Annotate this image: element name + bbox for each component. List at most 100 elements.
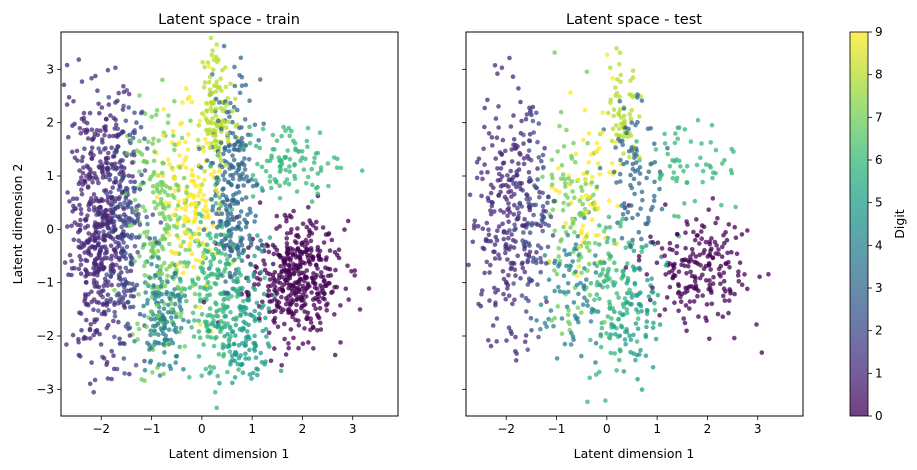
scatter-point [717, 271, 722, 277]
scatter-point [329, 237, 335, 243]
scatter-point [619, 276, 624, 281]
scatter-point [173, 325, 179, 331]
scatter-point [119, 224, 124, 230]
scatter-point [111, 180, 117, 185]
scatter-point [230, 176, 236, 182]
scatter-point [506, 219, 511, 224]
scatter-point [636, 181, 642, 186]
scatter-point [505, 257, 510, 262]
y-tick-label: 1 [46, 169, 54, 183]
scatter-point [78, 217, 83, 223]
scatter-point [219, 88, 224, 94]
scatter-point [252, 282, 257, 287]
scatter-point [227, 142, 233, 148]
scatter-point [282, 262, 288, 268]
scatter-point [76, 57, 82, 62]
scatter-point [617, 310, 623, 316]
scatter-point [566, 176, 571, 181]
scatter-point [101, 301, 106, 307]
scatter-point [245, 254, 251, 259]
scatter-point [709, 236, 714, 241]
scatter-point [178, 121, 183, 127]
scatter-point [256, 246, 262, 251]
scatter-point [150, 190, 156, 195]
scatter-point [247, 140, 253, 146]
scatter-point [651, 198, 657, 203]
scatter-point [190, 279, 196, 285]
scatter-point [255, 233, 260, 238]
scatter-point [88, 322, 94, 327]
scatter-point [110, 154, 116, 159]
scatter-point [711, 274, 716, 280]
scatter-point [79, 191, 85, 197]
scatter-point [315, 328, 320, 333]
scatter-point [243, 82, 249, 88]
scatter-point [534, 250, 539, 255]
scatter-point [97, 250, 103, 256]
scatter-point [704, 302, 710, 307]
scatter-point [77, 253, 82, 259]
scatter-point [199, 373, 204, 379]
scatter-point [567, 251, 572, 257]
scatter-point [607, 198, 612, 204]
scatter-point [552, 288, 557, 294]
scatter-point [70, 196, 76, 201]
scatter-point [555, 149, 560, 154]
scatter-point [104, 272, 109, 278]
scatter-point [196, 329, 202, 334]
scatter-point [308, 320, 314, 325]
scatter-point [200, 60, 205, 65]
scatter-point [207, 92, 212, 98]
scatter-point [653, 147, 659, 152]
scatter-point [232, 375, 238, 380]
scatter-point [241, 176, 246, 182]
scatter-point [281, 282, 287, 287]
scatter-point [127, 253, 133, 258]
scatter-point [624, 280, 630, 286]
scatter-point [516, 210, 522, 216]
scatter-point [545, 244, 551, 250]
scatter-point [109, 210, 114, 216]
scatter-point [184, 298, 189, 304]
scatter-point [516, 214, 521, 219]
scatter-point [245, 298, 251, 303]
scatter-point [214, 301, 219, 307]
scatter-point [292, 270, 297, 276]
scatter-point [126, 173, 132, 179]
scatter-point [597, 296, 602, 302]
scatter-point [203, 366, 209, 372]
scatter-point [239, 135, 245, 141]
scatter-point [231, 142, 237, 148]
scatter-point [240, 370, 246, 376]
scatter-point [234, 288, 239, 294]
scatter-point [72, 121, 77, 127]
scatter-point [198, 187, 203, 192]
scatter-point [581, 137, 586, 143]
scatter-point [143, 290, 148, 295]
scatter-point [611, 324, 617, 330]
scatter-point [109, 282, 114, 288]
scatter-point [676, 214, 681, 219]
scatter-point [683, 303, 689, 308]
colorbar-tick-label: 1 [875, 366, 883, 380]
scatter-point [295, 246, 301, 251]
scatter-point [557, 190, 562, 195]
scatter-point [90, 175, 96, 181]
scatter-point [204, 108, 209, 113]
scatter-point [293, 146, 298, 151]
scatter-point [243, 311, 249, 317]
scatter-point [131, 294, 136, 299]
scatter-point [85, 136, 91, 141]
scatter-point [233, 333, 238, 338]
scatter-point [165, 273, 170, 279]
scatter-point [677, 125, 682, 130]
scatter-point [117, 265, 123, 271]
scatter-point [155, 255, 161, 260]
scatter-point [505, 282, 511, 288]
scatter-point [640, 197, 645, 203]
scatter-point [284, 219, 289, 224]
scatter-point [96, 180, 101, 186]
scatter-point [710, 255, 716, 260]
scatter-point [691, 229, 696, 235]
scatter-point [78, 222, 83, 228]
